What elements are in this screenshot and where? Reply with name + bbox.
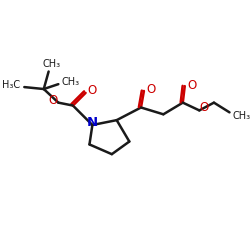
Text: H₃C: H₃C [2, 80, 20, 90]
Text: CH₃: CH₃ [42, 59, 60, 69]
Text: CH₃: CH₃ [62, 77, 80, 87]
Text: O: O [200, 101, 209, 114]
Text: O: O [187, 79, 196, 92]
Text: O: O [88, 84, 97, 98]
Text: N: N [87, 116, 98, 128]
Text: O: O [48, 94, 57, 107]
Text: CH₃: CH₃ [232, 111, 250, 121]
Text: O: O [146, 84, 155, 96]
